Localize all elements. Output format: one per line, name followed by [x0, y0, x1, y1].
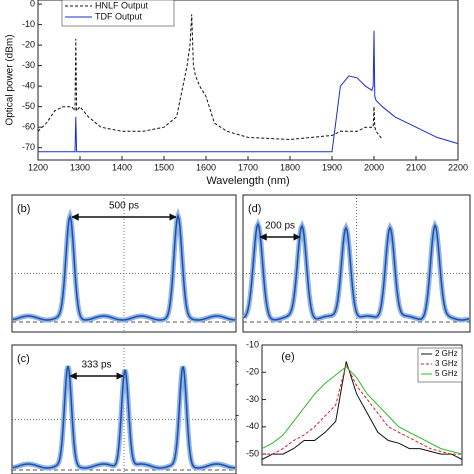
x-tick-label: 1300	[70, 162, 90, 172]
period-annotation: 500 ps	[109, 201, 139, 212]
y-tick-label: -10	[246, 339, 259, 349]
legend-label: HNLF Output	[95, 0, 149, 10]
y-tick-label: -20	[246, 367, 259, 377]
legend-label: TDF Output	[95, 11, 143, 21]
y-tick-label: -40	[22, 81, 35, 91]
x-tick-label: 1600	[196, 162, 216, 172]
scope-frame	[11, 344, 237, 474]
series-line	[38, 30, 459, 153]
series-line	[261, 361, 463, 460]
scope-trace	[12, 213, 236, 321]
x-tick-label: 1400	[112, 162, 132, 172]
period-annotation: 200 ps	[265, 221, 295, 232]
panel-label: (c)	[17, 353, 30, 365]
x-axis-label: Wavelength (nm)	[206, 175, 289, 187]
y-tick-label: -30	[246, 394, 259, 404]
y-tick-label: -10	[22, 19, 35, 29]
x-tick-label: 1500	[154, 162, 174, 172]
y-axis-label: Optical power (dBm)	[5, 34, 16, 125]
y-tick-label: -70	[22, 142, 35, 152]
y-tick-label: -40	[246, 421, 259, 431]
x-tick-label: 1900	[322, 162, 342, 172]
y-tick-label: -50	[246, 448, 259, 458]
series-line	[262, 362, 462, 455]
scope-trace	[12, 365, 236, 469]
legend-label: 3 GHz	[435, 359, 458, 368]
legend-label: 2 GHz	[435, 349, 458, 358]
y-tick-label: -20	[22, 40, 35, 50]
panel-label: (e)	[281, 351, 294, 363]
y-tick-label: -30	[22, 60, 35, 70]
x-tick-label: 2200	[448, 162, 468, 172]
legend-label: 5 GHz	[435, 369, 458, 378]
x-tick-label: 1800	[280, 162, 300, 172]
panel-label: (b)	[17, 203, 30, 215]
scope-trace	[243, 222, 470, 321]
period-annotation: 333 ps	[81, 360, 111, 371]
y-tick-label: 0	[30, 0, 35, 8]
x-tick-label: 1700	[238, 162, 258, 172]
legend	[61, 0, 175, 27]
plot-area	[37, 0, 459, 161]
x-tick-label: 2100	[406, 162, 426, 172]
y-tick-label: -60	[22, 122, 35, 132]
y-tick-label: -50	[22, 101, 35, 111]
series-line	[261, 366, 463, 455]
panel-label: (d)	[248, 203, 261, 215]
series-line	[37, 14, 383, 141]
x-tick-label: 1200	[28, 162, 48, 172]
scope-frame	[11, 194, 237, 333]
x-tick-label: 2000	[364, 162, 384, 172]
